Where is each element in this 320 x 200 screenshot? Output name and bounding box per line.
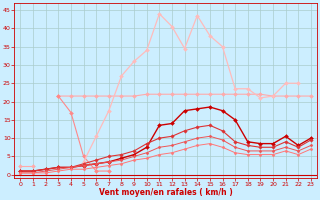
X-axis label: Vent moyen/en rafales ( km/h ): Vent moyen/en rafales ( km/h ) bbox=[99, 188, 233, 197]
